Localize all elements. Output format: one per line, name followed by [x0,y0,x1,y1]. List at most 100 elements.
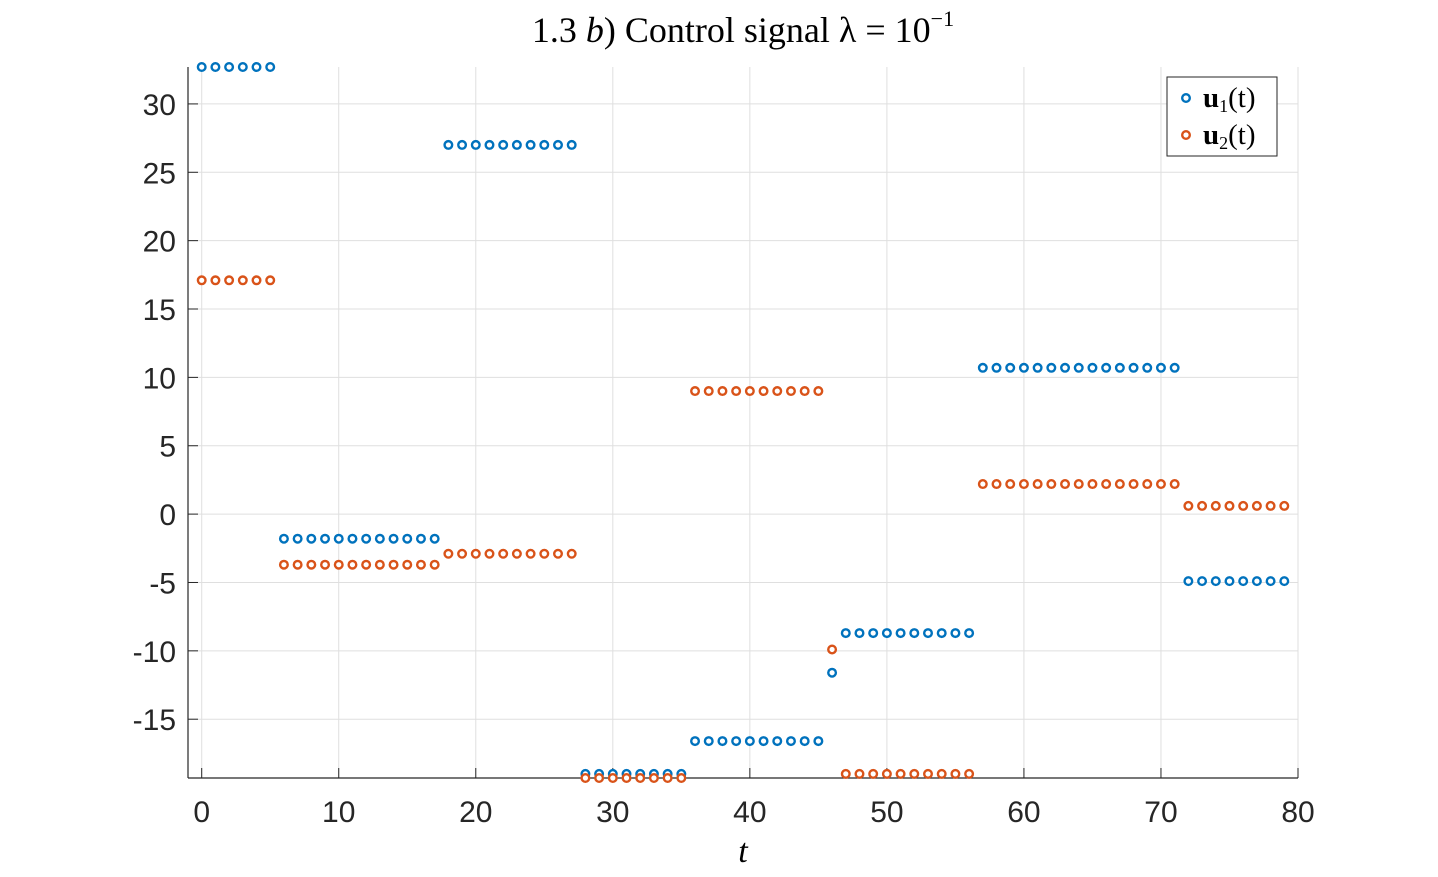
data-point [429,533,440,544]
data-point [717,736,728,747]
data-point [292,559,303,570]
data-point [415,559,426,570]
data-point [840,768,851,779]
data-point [306,533,317,544]
data-point [1197,576,1208,587]
data-point [881,628,892,639]
data-point [429,559,440,570]
legend-label-u2: u2(t) [1203,119,1256,153]
x-axis-label: t [738,833,749,870]
data-point [265,275,276,286]
data-point [292,533,303,544]
data-point [484,548,495,559]
data-point [210,275,221,286]
data-point [1018,362,1029,373]
data-point [717,386,728,397]
data-point [1142,362,1153,373]
data-point [840,628,851,639]
x-tick-label: 60 [1007,796,1040,829]
data-point [1073,479,1084,490]
data-point [744,736,755,747]
y-tick-label: 20 [143,226,176,259]
data-point [676,773,687,784]
data-point [964,628,975,639]
data-point [964,768,975,779]
data-point [868,628,879,639]
data-point [799,736,810,747]
data-point [1114,479,1125,490]
data-point [950,628,961,639]
data-point [566,139,577,150]
legend-box [1166,76,1278,157]
data-point [251,275,262,286]
data-point [278,559,289,570]
data-point [977,479,988,490]
y-tick-labels: 30 25 20 15 10 5 0 -5 -10 -15 [133,89,176,737]
data-point [1155,362,1166,373]
y-tick-label: 5 [159,431,176,464]
y-tick-label: 10 [143,362,176,395]
data-point [470,548,481,559]
data-point [347,559,358,570]
data-point [265,62,276,73]
y-tick-label: 30 [143,89,176,122]
data-point [1087,362,1098,373]
data-point [1101,479,1112,490]
data-point [854,768,865,779]
data-point [854,628,865,639]
data-point [662,773,673,784]
data-point [909,628,920,639]
data-point [923,768,934,779]
data-point [511,548,522,559]
data-point [210,62,221,73]
axes [187,67,1299,779]
data-point [498,139,509,150]
data-point [1032,479,1043,490]
data-point [895,628,906,639]
markers [196,62,1290,784]
data-point [731,736,742,747]
data-point [1155,479,1166,490]
data-point [333,559,344,570]
data-point [457,548,468,559]
data-point [1279,500,1290,511]
data-point [1238,576,1249,587]
data-point [224,62,235,73]
data-point [827,644,838,655]
data-point [1251,576,1262,587]
x-tick-label: 30 [596,796,629,829]
y-tick-label: -5 [149,567,176,600]
data-point [539,139,550,150]
data-point [498,548,509,559]
y-tick-label: 0 [159,499,176,532]
data-point [251,62,262,73]
data-point [923,628,934,639]
data-point [772,736,783,747]
data-point [744,386,755,397]
data-point [758,386,769,397]
chart-title: 1.3 b) Control signal λ = 10−1 [532,6,954,50]
y-tick-label: 25 [143,157,176,190]
data-point [799,386,810,397]
series-u2 [196,275,1290,784]
data-point [1101,362,1112,373]
data-point [196,62,207,73]
data-point [1114,362,1125,373]
data-point [580,773,591,784]
y-tick-label: 15 [143,294,176,327]
data-point [402,559,413,570]
x-tick-labels: 0 10 20 30 40 50 60 70 80 [193,796,1314,829]
data-point [936,628,947,639]
data-point [415,533,426,544]
x-tick-label: 10 [322,796,355,829]
data-point [1046,479,1057,490]
data-point [785,736,796,747]
data-point [1005,479,1016,490]
y-tick-label: -15 [133,704,176,737]
data-point [1128,362,1139,373]
data-point [553,139,564,150]
data-point [1087,479,1098,490]
x-tick-label: 0 [193,796,210,829]
legend-marker-u2 [1180,129,1191,140]
